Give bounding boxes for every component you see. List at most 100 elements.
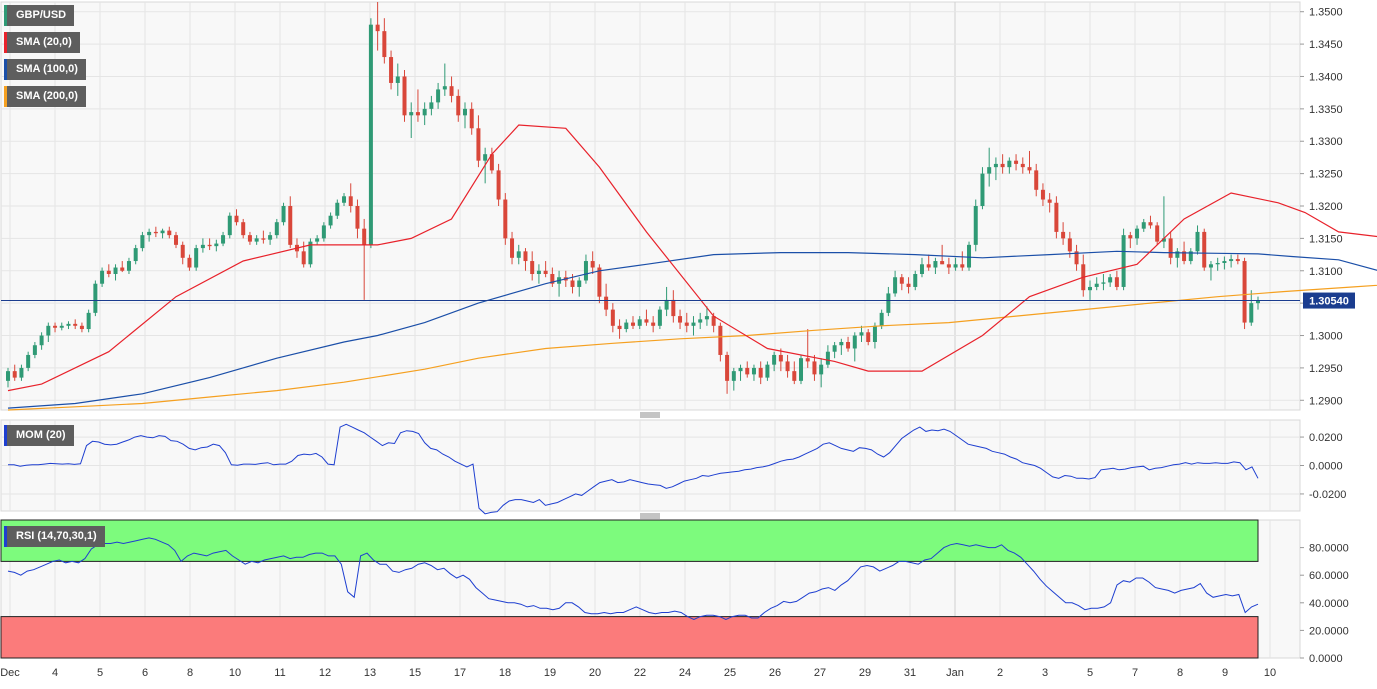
current-price-badge xyxy=(1303,292,1355,309)
candle-body xyxy=(476,128,481,161)
candle-body xyxy=(1000,163,1005,168)
x-tick-label: 4 xyxy=(52,667,58,679)
candle-body xyxy=(328,215,333,226)
legend-sma20[interactable]: SMA (20,0) xyxy=(4,32,80,53)
candle-body xyxy=(536,270,541,274)
x-tick-label: Jan xyxy=(946,667,964,679)
candle-body xyxy=(1215,262,1220,265)
candle-body xyxy=(523,251,528,262)
candle-body xyxy=(960,264,965,268)
candle-body xyxy=(308,241,313,265)
candle-body xyxy=(550,274,555,284)
candle-body xyxy=(765,364,770,378)
x-tick-label: 17 xyxy=(454,667,466,679)
candle-body xyxy=(449,86,454,96)
legend-mom[interactable]: MOM (20) xyxy=(4,425,74,446)
candle-body xyxy=(879,312,884,326)
candle-body xyxy=(59,325,64,328)
mom-y-tick-label: 0.0000 xyxy=(1309,461,1343,473)
candle-body xyxy=(993,163,998,168)
candle-body xyxy=(657,309,662,326)
candle-body xyxy=(738,367,743,372)
mom-y-tick-label: -0.0200 xyxy=(1309,489,1346,501)
x-tick-label: 12 xyxy=(319,667,331,679)
candle-body xyxy=(597,267,602,297)
candle-body xyxy=(886,293,891,313)
x-tick-label: 13 xyxy=(364,667,376,679)
candle-body xyxy=(583,261,588,281)
candle-body xyxy=(1094,283,1099,287)
legend-gbpusd[interactable]: GBP/USD xyxy=(4,5,75,26)
candle-body xyxy=(489,154,494,171)
candle-body xyxy=(46,325,51,336)
candle-body xyxy=(590,261,595,268)
candle-body xyxy=(893,277,898,294)
x-tick-label: 8 xyxy=(187,667,193,679)
candle-body xyxy=(1141,222,1146,229)
candle-body xyxy=(66,323,71,326)
candle-body xyxy=(483,154,488,161)
price-y-tick-label: 1.3500 xyxy=(1309,7,1343,19)
candle-body xyxy=(153,231,158,234)
legend-swatch-sma100 xyxy=(4,59,7,80)
candle-body xyxy=(946,264,951,268)
candle-body xyxy=(610,309,615,326)
candle-body xyxy=(731,371,736,381)
price-y-tick-label: 1.3350 xyxy=(1309,104,1343,116)
candle-body xyxy=(79,325,84,330)
candle-body xyxy=(167,230,172,236)
legend-label-sma20: SMA (20,0) xyxy=(16,36,72,48)
candle-body xyxy=(6,371,10,381)
candle-body xyxy=(926,264,931,268)
candle-body xyxy=(691,322,696,326)
rsi-y-tick-label: 80.0000 xyxy=(1309,543,1349,555)
candle-body xyxy=(570,280,575,287)
candle-body xyxy=(852,335,857,349)
candle-body xyxy=(1007,160,1012,168)
candle-body xyxy=(940,261,945,265)
candle-body xyxy=(913,274,918,287)
x-tick-label: 7 xyxy=(1132,667,1138,679)
legend-rsi[interactable]: RSI (14,70,30,1) xyxy=(4,526,105,547)
x-tick-label: 6 xyxy=(142,667,148,679)
x-tick-label: 5 xyxy=(1087,667,1093,679)
candle-body xyxy=(120,267,125,271)
candle-body xyxy=(234,215,239,223)
sma20-line xyxy=(7,124,1377,392)
candle-body xyxy=(530,261,535,274)
x-tick-label: 3 xyxy=(1042,667,1048,679)
legend-label-mom: MOM (20) xyxy=(16,429,66,441)
price-y-tick-label: 1.3300 xyxy=(1309,136,1343,148)
candle-body xyxy=(1014,160,1019,164)
x-tick-label: 20 xyxy=(589,667,601,679)
rsi-y-tick-label: 0.0000 xyxy=(1309,653,1343,665)
x-tick-label: 8 xyxy=(1177,667,1183,679)
candle-body xyxy=(1148,222,1153,226)
rsi-oversold-band xyxy=(0,616,1259,659)
candle-body xyxy=(778,354,783,362)
candle-body xyxy=(967,244,972,268)
candle-body xyxy=(160,230,165,234)
candle-body xyxy=(1040,189,1045,200)
x-tick-label: 2 xyxy=(997,667,1003,679)
price-y-tick-label: 1.3250 xyxy=(1309,169,1343,181)
legend-sma200[interactable]: SMA (200,0) xyxy=(4,86,86,107)
x-tick-label: 22 xyxy=(634,667,646,679)
candle-body xyxy=(469,108,474,129)
candle-body xyxy=(106,270,111,274)
candle-body xyxy=(1249,303,1254,323)
candle-body xyxy=(758,367,763,378)
candle-body xyxy=(516,251,521,258)
candle-body xyxy=(187,257,192,268)
candle-body xyxy=(678,316,683,323)
candle-body xyxy=(362,228,367,245)
candle-body xyxy=(617,325,622,330)
candle-body xyxy=(227,215,232,236)
candle-body xyxy=(73,323,78,326)
legend-sma100[interactable]: SMA (100,0) xyxy=(4,59,86,80)
x-tick-label: 10 xyxy=(229,667,241,679)
candle-body xyxy=(288,206,293,245)
candle-body xyxy=(819,364,824,375)
